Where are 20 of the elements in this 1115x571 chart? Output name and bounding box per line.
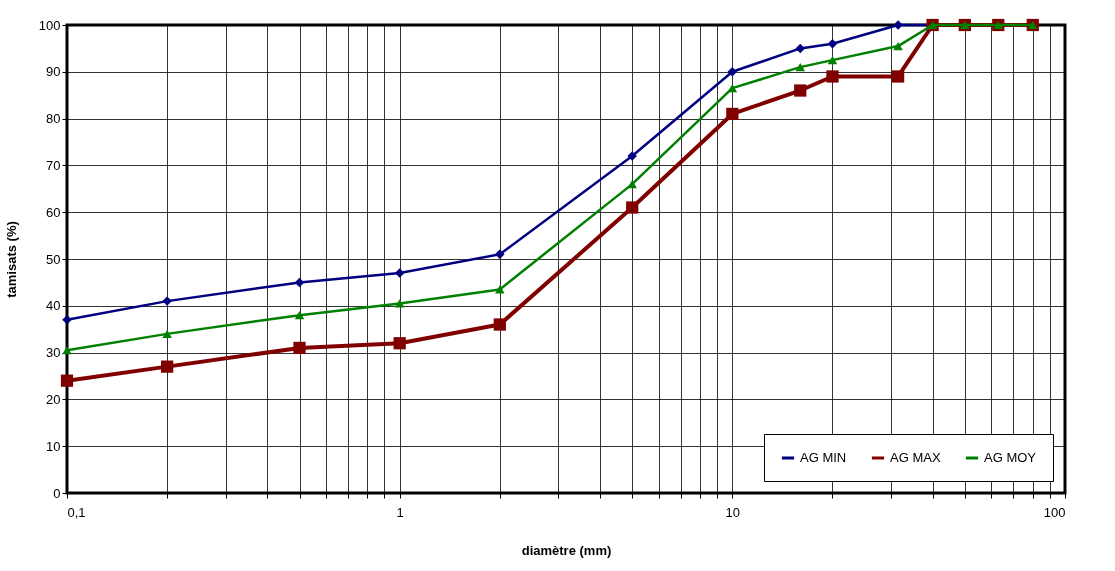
x-tick-label: 10 — [725, 504, 741, 520]
y-tick-label: 10 — [46, 438, 61, 454]
x-tick-label: 1 — [396, 504, 404, 520]
legend-label: AG MIN — [800, 450, 847, 465]
legend-label: AG MOY — [984, 450, 1037, 465]
y-tick-label: 40 — [46, 298, 61, 314]
legend-label: AG MAX — [890, 450, 941, 465]
y-tick-label: 50 — [46, 251, 61, 267]
y-tick-label: 90 — [46, 64, 61, 80]
y-tick-label: 70 — [46, 157, 61, 173]
y-tick-label: 20 — [46, 391, 61, 407]
x-tick-label: 100 — [1043, 504, 1066, 520]
y-axis-title: tamisats (%) — [3, 221, 19, 298]
y-tick-label: 100 — [38, 17, 61, 33]
y-tick-label: 60 — [46, 204, 61, 220]
y-tick-label: 0 — [53, 485, 61, 501]
x-axis-title: diamètre (mm) — [521, 542, 612, 558]
y-tick-label: 80 — [46, 111, 61, 127]
y-tick-label: 30 — [46, 345, 61, 361]
x-tick-label: 0,1 — [67, 504, 86, 520]
